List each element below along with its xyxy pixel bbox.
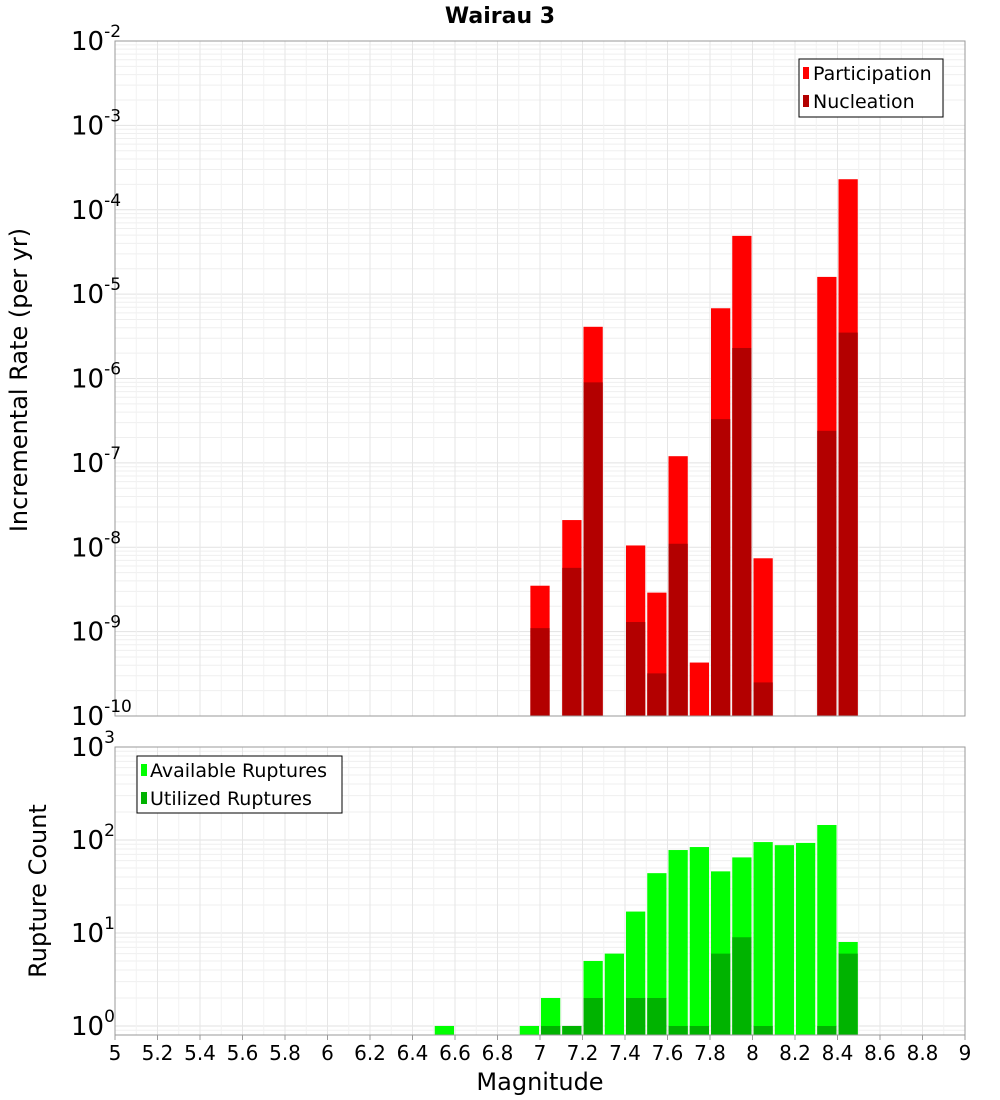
bottom-bar-utilized-ruptures [732, 937, 752, 1035]
top-bar-nucleation [732, 347, 752, 716]
bottom-y-ticks: 100 101 102 103 [71, 728, 115, 1042]
top-y-axis-label: Incremental Rate (per yr) [5, 228, 33, 532]
bottom-bar-available-ruptures [434, 1025, 454, 1035]
bottom-bar-available-ruptures [689, 847, 709, 1035]
legend-swatch-utilized [141, 792, 147, 804]
x-tick-label: 7 [534, 1041, 547, 1065]
top-bar-participation [689, 662, 709, 716]
bottom-bar-available-ruptures [519, 1025, 539, 1035]
top-y-tick-label: 10-4 [71, 191, 121, 226]
bottom-bar-available-ruptures [668, 850, 688, 1035]
x-tick-label: 8.8 [907, 1041, 939, 1065]
top-bar-participation [753, 558, 773, 716]
bottom-y-axis-label: Rupture Count [24, 804, 52, 978]
bottom-y-tick-label: 101 [71, 914, 115, 949]
bottom-bar-utilized-ruptures [838, 953, 858, 1035]
bottom-bar-available-ruptures [774, 845, 794, 1035]
bottom-bar-utilized-ruptures [668, 1025, 688, 1035]
bottom-bar-available-ruptures [541, 997, 561, 1035]
bottom-bar-utilized-ruptures [562, 1025, 582, 1035]
x-tick-label: 7.8 [694, 1041, 726, 1065]
top-bar-nucleation [668, 543, 688, 716]
top-bar-nucleation [530, 628, 550, 716]
top-bar-nucleation [647, 673, 667, 716]
bottom-y-tick-label: 103 [71, 728, 115, 763]
bottom-bar-utilized-ruptures [817, 1025, 837, 1035]
top-frame [114, 40, 966, 717]
legend-swatch-available [141, 764, 147, 776]
x-axis-label: Magnitude [476, 1068, 603, 1096]
top-bar-nucleation [753, 682, 773, 716]
x-tick-label: 8.2 [779, 1041, 811, 1065]
x-tick-label: 9 [959, 1041, 972, 1065]
bottom-bar-utilized-ruptures [711, 953, 731, 1035]
chart-title: Wairau 3 [445, 4, 555, 29]
bottom-y-tick-label: 100 [71, 1007, 115, 1042]
bottom-bar-available-ruptures [753, 842, 773, 1035]
x-tick-label: 5.4 [184, 1041, 216, 1065]
bottom-bar-available-ruptures [817, 824, 837, 1035]
x-tick-label: 5.2 [142, 1041, 174, 1065]
x-tick-label: 7.2 [567, 1041, 599, 1065]
x-tick-label: 5.8 [269, 1041, 301, 1065]
top-bar-nucleation [583, 382, 603, 716]
bottom-y-tick-label: 102 [71, 821, 115, 856]
bottom-legend-box [136, 755, 343, 814]
x-tick-label: 8 [746, 1041, 759, 1065]
top-bar-nucleation [711, 419, 731, 716]
top-y-tick-label: 10-3 [71, 106, 121, 141]
x-tick-label: 5 [109, 1041, 122, 1065]
legend-label-available: Available Ruptures [150, 760, 327, 782]
legend-label-participation: Participation [813, 63, 932, 85]
top-bar-nucleation [817, 430, 837, 716]
top-plot-area: 10-10 10-9 10-8 10-7 10-6 10-5 10-4 10-3 10-2 [71, 22, 966, 732]
top-legend-box [798, 58, 944, 118]
bottom-bar-utilized-ruptures [647, 997, 667, 1035]
top-bars [530, 179, 858, 716]
x-tick-label: 8.6 [864, 1041, 896, 1065]
bottom-bar-utilized-ruptures [689, 1025, 709, 1035]
bottom-legend: Available Ruptures Utilized Ruptures [136, 755, 343, 814]
x-tick-label: 6 [321, 1041, 334, 1065]
x-tick-label: 7.6 [652, 1041, 684, 1065]
bottom-bar-utilized-ruptures [583, 997, 603, 1035]
top-bar-nucleation [838, 332, 858, 716]
bottom-bar-available-ruptures [604, 953, 624, 1035]
top-legend: Participation Nucleation [798, 58, 944, 118]
x-tick-label: 6.6 [439, 1041, 471, 1065]
top-y-ticks: 10-10 10-9 10-8 10-7 10-6 10-5 10-4 10-3 10-2 [71, 22, 132, 732]
legend-label-nucleation: Nucleation [813, 91, 915, 113]
top-bar-nucleation [562, 567, 582, 716]
bottom-bar-utilized-ruptures [626, 997, 646, 1035]
x-ticks: 5 5.2 5.4 5.6 5.8 6 6.2 6.4 6.6 6.8 7 7.2 7.4 7.6 7.8 8… [109, 1035, 972, 1065]
legend-label-utilized: Utilized Ruptures [150, 788, 312, 810]
legend-swatch-participation [803, 67, 809, 79]
top-y-tick-label: 10-8 [71, 528, 121, 563]
legend-swatch-nucleation [803, 95, 809, 107]
x-tick-label: 8.4 [822, 1041, 854, 1065]
x-tick-label: 7.4 [609, 1041, 641, 1065]
top-y-tick-label: 10-9 [71, 613, 121, 648]
bottom-bar-available-ruptures [647, 873, 667, 1035]
bottom-bar-available-ruptures [796, 842, 816, 1035]
top-bar-nucleation [626, 622, 646, 716]
top-y-tick-label: 10-7 [71, 444, 121, 479]
x-tick-label: 5.6 [227, 1041, 259, 1065]
bottom-bar-utilized-ruptures [541, 1025, 561, 1035]
x-tick-label: 6.8 [482, 1041, 514, 1065]
x-tick-label: 6.4 [397, 1041, 429, 1065]
top-y-tick-label: 10-10 [71, 697, 132, 732]
top-y-tick-label: 10-2 [71, 22, 121, 57]
top-y-tick-label: 10-5 [71, 275, 121, 310]
bottom-bars [434, 824, 858, 1035]
top-y-tick-label: 10-6 [71, 360, 121, 395]
x-tick-label: 6.2 [354, 1041, 386, 1065]
bottom-bar-utilized-ruptures [753, 1025, 773, 1035]
